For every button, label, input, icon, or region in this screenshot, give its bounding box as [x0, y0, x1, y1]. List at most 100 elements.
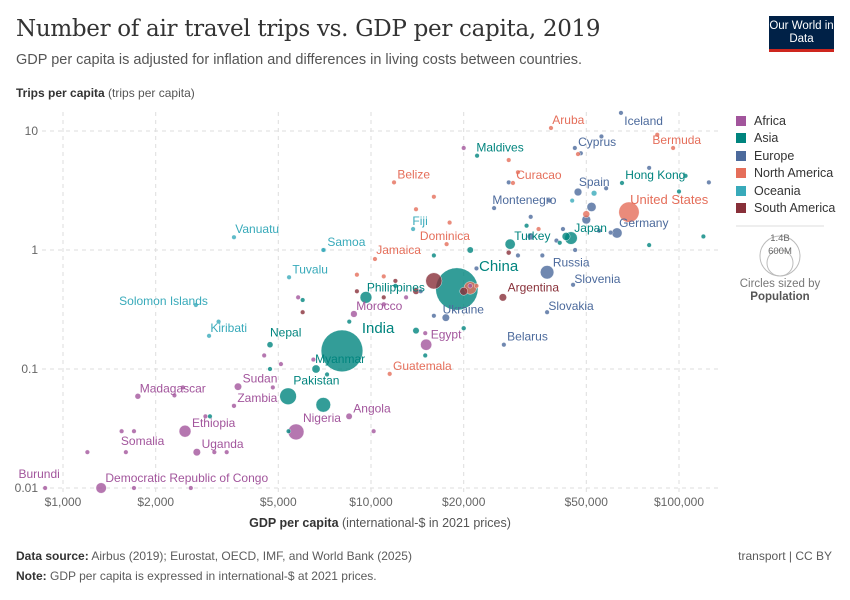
- data-point[interactable]: [171, 392, 177, 398]
- data-point-morocco[interactable]: [350, 310, 358, 318]
- data-point[interactable]: [557, 240, 563, 246]
- data-point[interactable]: [418, 288, 424, 294]
- data-point[interactable]: [412, 327, 420, 335]
- data-point[interactable]: [524, 223, 530, 229]
- data-point[interactable]: [506, 179, 512, 185]
- data-point[interactable]: [506, 250, 512, 256]
- data-point[interactable]: [413, 206, 419, 212]
- data-point-burundi[interactable]: [42, 485, 48, 491]
- data-point[interactable]: [515, 252, 521, 258]
- owid-logo[interactable]: Our World in Data: [769, 16, 834, 52]
- data-point[interactable]: [586, 202, 597, 212]
- data-point[interactable]: [515, 169, 521, 175]
- data-point[interactable]: [431, 194, 437, 200]
- data-point[interactable]: [422, 352, 428, 358]
- data-point-iceland[interactable]: [618, 110, 624, 116]
- data-point[interactable]: [572, 247, 578, 253]
- data-point[interactable]: [596, 228, 602, 234]
- data-point[interactable]: [461, 325, 467, 331]
- data-point-zambia[interactable]: [231, 403, 237, 409]
- data-point[interactable]: [310, 357, 316, 363]
- data-point-dominica[interactable]: [444, 241, 450, 247]
- data-point[interactable]: [422, 330, 428, 336]
- data-point[interactable]: [431, 252, 437, 258]
- data-point[interactable]: [371, 428, 377, 434]
- data-point[interactable]: [561, 232, 571, 241]
- data-point[interactable]: [506, 157, 512, 163]
- data-point-spain[interactable]: [573, 187, 583, 197]
- data-point-angola[interactable]: [345, 412, 353, 420]
- data-point[interactable]: [547, 198, 553, 204]
- data-point-pakistan[interactable]: [279, 387, 297, 405]
- data-point[interactable]: [207, 413, 213, 419]
- data-point-nepal[interactable]: [266, 341, 274, 348]
- legend-item-asia[interactable]: Asia: [736, 130, 835, 148]
- data-point[interactable]: [286, 428, 292, 434]
- data-point[interactable]: [461, 145, 467, 151]
- data-point-maldives[interactable]: [474, 153, 480, 159]
- data-point-belize[interactable]: [391, 179, 397, 185]
- data-point-cyprus[interactable]: [572, 145, 578, 151]
- data-point[interactable]: [654, 132, 660, 138]
- data-point-hong-kong[interactable]: [619, 180, 625, 186]
- data-point[interactable]: [270, 384, 276, 390]
- data-point[interactable]: [315, 397, 331, 413]
- data-point[interactable]: [646, 165, 652, 171]
- data-point[interactable]: [683, 173, 689, 179]
- data-point-united-states[interactable]: [618, 201, 640, 223]
- data-point[interactable]: [131, 485, 137, 491]
- data-point-ethiopia[interactable]: [178, 425, 192, 438]
- data-point-argentina[interactable]: [498, 293, 507, 302]
- data-point-india[interactable]: [320, 329, 364, 372]
- legend-item-africa[interactable]: Africa: [736, 112, 835, 130]
- data-point[interactable]: [300, 309, 306, 315]
- data-point[interactable]: [278, 361, 284, 367]
- data-point[interactable]: [392, 278, 398, 284]
- data-point[interactable]: [295, 294, 301, 300]
- data-point[interactable]: [536, 226, 542, 232]
- data-point[interactable]: [527, 232, 535, 241]
- data-point-democratic-republic-of-congo[interactable]: [95, 482, 107, 494]
- data-point[interactable]: [459, 287, 468, 296]
- legend-item-north-america[interactable]: North America: [736, 165, 835, 183]
- data-point[interactable]: [261, 352, 267, 358]
- data-point[interactable]: [467, 283, 473, 289]
- data-point-montenegro[interactable]: [491, 205, 497, 211]
- data-point[interactable]: [381, 294, 387, 300]
- data-point[interactable]: [392, 283, 398, 289]
- data-point[interactable]: [473, 265, 479, 271]
- data-point-philippines[interactable]: [359, 291, 373, 304]
- data-point[interactable]: [700, 233, 706, 239]
- data-point[interactable]: [131, 428, 137, 434]
- data-point[interactable]: [267, 366, 273, 372]
- data-point[interactable]: [646, 242, 652, 248]
- data-point[interactable]: [216, 319, 222, 325]
- legend-item-europe[interactable]: Europe: [736, 147, 835, 165]
- data-point-madagascar[interactable]: [134, 393, 141, 400]
- data-point[interactable]: [575, 151, 581, 157]
- data-point[interactable]: [84, 449, 90, 455]
- data-point-slovakia[interactable]: [544, 309, 550, 315]
- data-point-aruba[interactable]: [548, 125, 554, 131]
- data-point[interactable]: [381, 273, 387, 279]
- data-point[interactable]: [300, 297, 306, 303]
- data-point-guatemala[interactable]: [387, 371, 393, 377]
- data-point-kiribati[interactable]: [206, 333, 212, 339]
- data-point-russia[interactable]: [540, 265, 555, 280]
- data-point-uganda[interactable]: [192, 448, 201, 457]
- data-point[interactable]: [598, 133, 604, 139]
- data-point-tuvalu[interactable]: [286, 274, 292, 280]
- data-point-curacao[interactable]: [510, 180, 516, 186]
- data-point[interactable]: [569, 198, 575, 204]
- data-point-jamaica[interactable]: [372, 256, 378, 262]
- data-point-fiji[interactable]: [410, 226, 416, 232]
- data-point[interactable]: [381, 301, 387, 307]
- data-point[interactable]: [324, 371, 330, 377]
- data-point[interactable]: [582, 210, 590, 218]
- data-point[interactable]: [188, 485, 194, 491]
- data-point[interactable]: [603, 185, 609, 191]
- data-point-somalia[interactable]: [119, 428, 125, 434]
- data-point[interactable]: [608, 230, 614, 236]
- data-point[interactable]: [466, 246, 474, 254]
- legend-item-south-america[interactable]: South America: [736, 200, 835, 218]
